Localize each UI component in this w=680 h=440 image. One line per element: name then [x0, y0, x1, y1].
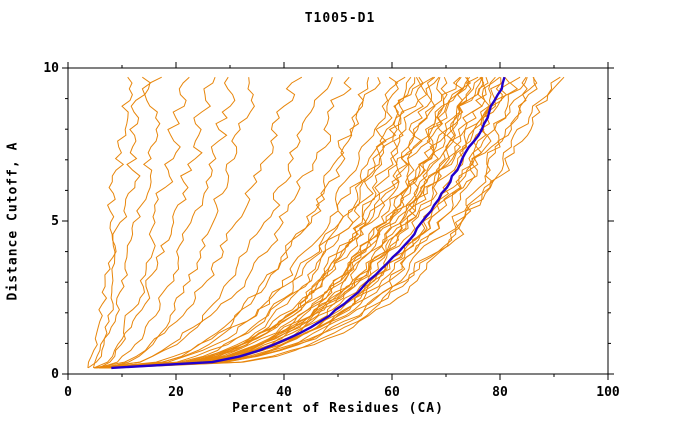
- y-tick-label: 0: [51, 367, 59, 382]
- model-curve: [101, 76, 483, 369]
- model-curve: [87, 76, 162, 369]
- model-curve: [102, 77, 487, 369]
- model-curve: [94, 76, 352, 369]
- model-curve: [117, 76, 471, 369]
- x-tick-label: 80: [492, 385, 508, 400]
- model-curve: [109, 77, 503, 369]
- y-tick-label: 10: [43, 61, 59, 76]
- model-curve: [94, 76, 412, 369]
- best-model-curve: [111, 76, 506, 370]
- model-curve: [87, 76, 133, 368]
- y-tick-label: 5: [51, 214, 59, 229]
- model-curve: [99, 77, 538, 369]
- x-tick-label: 0: [64, 385, 72, 400]
- model-curve: [105, 77, 370, 369]
- y-axis-label: Distance Cutoff, A: [5, 141, 21, 301]
- x-tick-label: 100: [596, 385, 620, 400]
- model-curve: [100, 76, 440, 369]
- x-tick-label: 40: [276, 385, 292, 400]
- model-curve: [93, 76, 303, 369]
- model-curve: [92, 76, 152, 369]
- x-axis-label: Percent of Residues (CA): [232, 401, 444, 416]
- model-curve: [98, 76, 190, 369]
- x-tick-label: 20: [168, 385, 184, 400]
- model-curve: [115, 76, 538, 369]
- model-curve: [105, 76, 565, 369]
- model-curve: [104, 77, 528, 369]
- model-curve: [100, 76, 424, 369]
- model-curve: [104, 77, 255, 369]
- model-curve: [99, 77, 333, 369]
- model-curve: [117, 76, 479, 369]
- model-curve: [98, 76, 496, 369]
- model-curve: [99, 76, 236, 369]
- model-curve: [101, 76, 464, 369]
- x-tick-label: 60: [384, 385, 400, 400]
- model-curve: [99, 77, 381, 369]
- model-curve: [93, 77, 216, 369]
- model-curve: [106, 77, 469, 369]
- model-curve: [104, 76, 501, 369]
- plot-border: [67, 67, 609, 375]
- model-curve: [110, 76, 528, 369]
- model-curve: [106, 77, 448, 369]
- chart-title: T1005-D1: [304, 11, 376, 26]
- model-curve: [104, 76, 511, 369]
